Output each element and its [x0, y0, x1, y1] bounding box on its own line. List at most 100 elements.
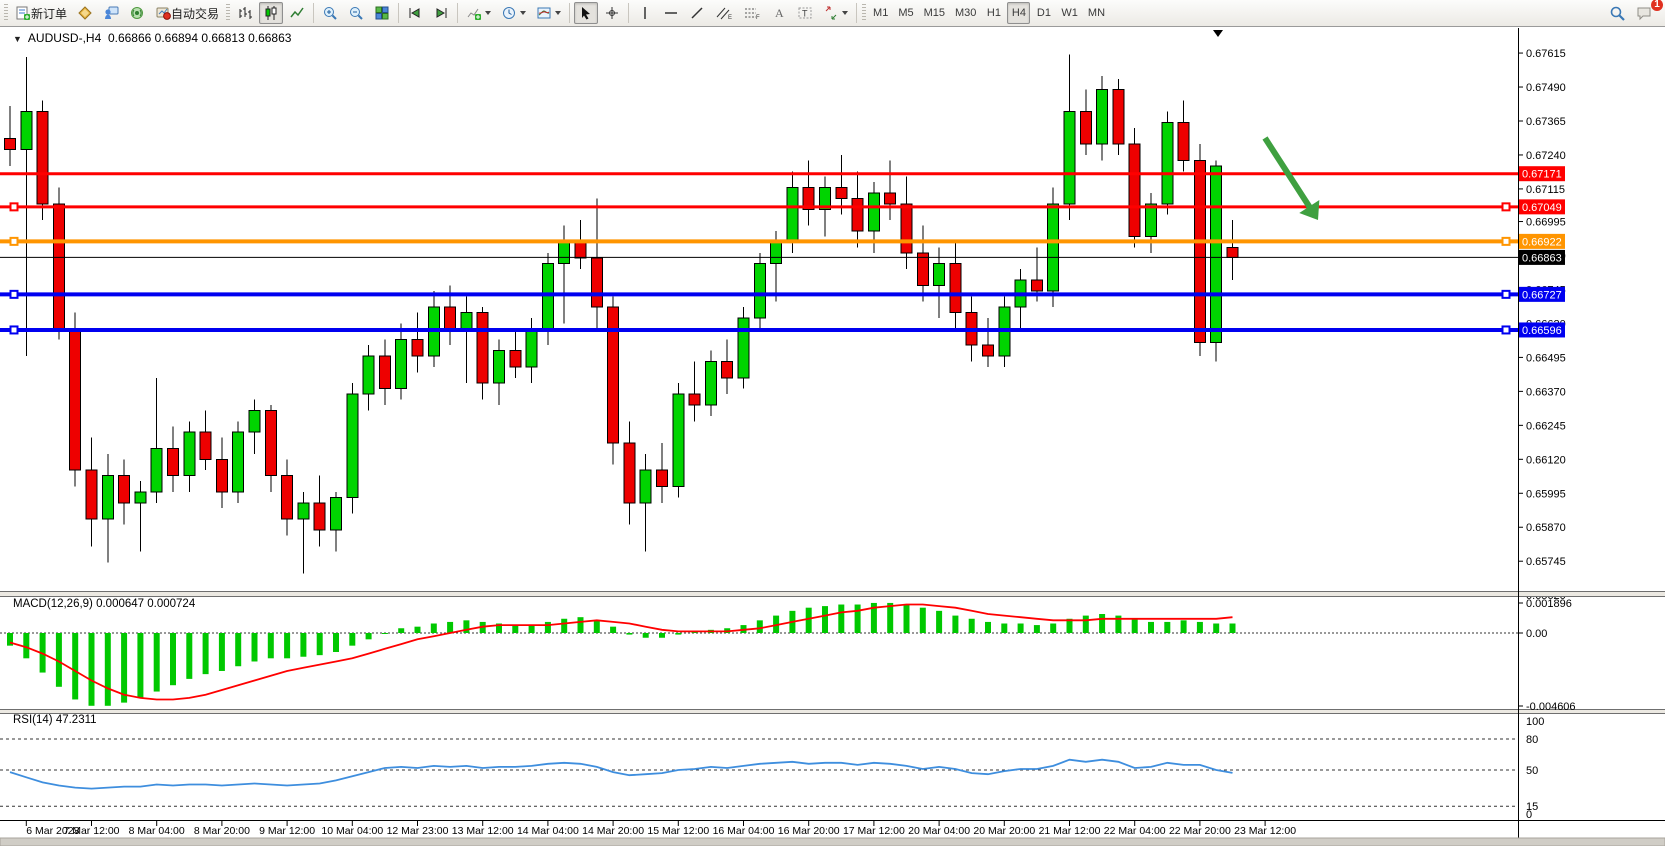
macd-histogram-bar: [675, 633, 682, 635]
toolbar-grip[interactable]: [862, 4, 867, 22]
bar-chart-icon: [239, 7, 253, 19]
line-handle[interactable]: [9, 289, 19, 299]
candle-body: [460, 312, 473, 330]
chart-bars-button[interactable]: [233, 2, 257, 24]
candle-body: [1112, 89, 1125, 145]
rsi-axis-label: 50: [1526, 765, 1538, 777]
toolbar-grip[interactable]: [226, 4, 231, 22]
zoom-out-button[interactable]: [344, 2, 368, 24]
trendline-button[interactable]: [685, 2, 709, 24]
line-handle[interactable]: [1501, 236, 1511, 246]
arrows-button[interactable]: [819, 2, 852, 24]
candle-body: [52, 203, 65, 330]
rsi-axis-label: 0: [1526, 809, 1532, 821]
timeframe-button-H1[interactable]: H1: [986, 7, 1001, 19]
current-price-badge: [1519, 249, 1565, 265]
candle-body: [444, 306, 457, 330]
chart-collapse-arrow[interactable]: ▼: [13, 34, 22, 44]
timeframe-button-M1[interactable]: M1: [873, 7, 889, 19]
svg-text:A: A: [775, 6, 784, 20]
macd-histogram-bar: [23, 633, 30, 659]
tile-windows-button[interactable]: [370, 2, 394, 24]
fibonacci-button[interactable]: F: [739, 2, 765, 24]
search-button[interactable]: [1605, 2, 1630, 24]
current-price-badge-label: 0.66863: [1522, 252, 1562, 264]
candle-body: [1226, 246, 1239, 258]
horizontal-line-button[interactable]: [659, 2, 683, 24]
timeframe-button-M5[interactable]: M5: [898, 7, 914, 19]
autotrading-button[interactable]: 自动交易: [151, 2, 223, 24]
dropdown-arrow-icon: [555, 11, 562, 15]
line-handle[interactable]: [9, 202, 19, 212]
pane-splitter[interactable]: [0, 591, 1665, 597]
new-order-label: 新订单: [31, 6, 68, 21]
macd-histogram-bar: [284, 633, 291, 659]
time-tick-label: 8 Mar 04:00: [129, 825, 185, 837]
macd-histogram-bar: [854, 604, 861, 633]
macd-indicator-label: MACD(12,26,9) 0.000647 0.000724: [13, 598, 196, 610]
line-handle[interactable]: [1501, 202, 1511, 212]
price-level-badge-label: 0.67049: [1522, 202, 1562, 214]
candle-body: [101, 475, 114, 520]
timeframe-button-D1[interactable]: D1: [1036, 7, 1051, 19]
timeframe-button-M15[interactable]: M15: [923, 7, 945, 19]
equidistant-channel-button[interactable]: E: [711, 2, 737, 24]
notification-badge: 1: [1651, 0, 1663, 11]
line-handle[interactable]: [9, 325, 19, 335]
macd-histogram-bar: [267, 633, 274, 659]
rsi-indicator-label: RSI(14) 47.2311: [13, 714, 97, 726]
timeframe-button-W1[interactable]: W1: [1061, 7, 1078, 19]
timeframe-button-M30[interactable]: M30: [955, 7, 977, 19]
periods-button[interactable]: [497, 2, 530, 24]
notifications-button[interactable]: 1: [1632, 0, 1663, 24]
autoscroll-button[interactable]: [403, 2, 427, 24]
vertical-line-button[interactable]: [633, 2, 657, 24]
annotation-arrow[interactable]: [1262, 136, 1316, 214]
chart-shift-marker[interactable]: [1213, 30, 1223, 37]
candle-body: [297, 502, 310, 520]
crosshair-button[interactable]: [600, 2, 624, 24]
line-handle[interactable]: [1501, 289, 1511, 299]
price-tick-label: 0.67490: [1526, 82, 1566, 94]
text-label-button[interactable]: T: [793, 2, 817, 24]
cursor-button[interactable]: [574, 2, 599, 24]
chart-candles-button[interactable]: [259, 2, 284, 24]
candle-body: [378, 355, 391, 390]
strategy-tester-button[interactable]: [99, 2, 123, 24]
candle-body: [1030, 279, 1043, 292]
timeframe-button-H4[interactable]: H4: [1007, 2, 1031, 24]
macd-histogram-bar: [365, 633, 372, 640]
macd-histogram-bar: [1229, 623, 1236, 633]
indicators-button[interactable]: [462, 2, 495, 24]
macd-histogram-bar: [756, 620, 763, 633]
zoom-in-button[interactable]: [318, 2, 342, 24]
templates-button[interactable]: [532, 2, 565, 24]
text-button[interactable]: A: [767, 2, 791, 24]
line-handle[interactable]: [1501, 325, 1511, 335]
annotation-arrow-head[interactable]: [1299, 200, 1320, 220]
pane-splitter[interactable]: [0, 709, 1665, 714]
candle-body: [118, 475, 131, 504]
macd-histogram-bar: [805, 607, 812, 633]
horizontal-lines: 0.67171 0.67049 0.66922 0.66727 0.66596: [0, 166, 1565, 338]
time-tick-label: 16 Mar 04:00: [713, 825, 775, 837]
horizontal-scrollbar[interactable]: [0, 837, 1665, 846]
timeframe-button-MN[interactable]: MN: [1087, 7, 1106, 19]
signals-button[interactable]: [125, 2, 149, 24]
candle-body: [1096, 89, 1109, 145]
new-order-icon: [16, 6, 30, 20]
time-tick-label: 15 Mar 12:00: [647, 825, 709, 837]
template-icon: [537, 7, 551, 19]
new-order-button[interactable]: 新订单: [11, 2, 71, 24]
price-tick-label: 0.65745: [1526, 556, 1566, 568]
macd-histogram-bar: [822, 606, 828, 633]
macd-histogram-bar: [1066, 618, 1073, 633]
metaeditor-button[interactable]: [73, 2, 97, 24]
toolbar-grip[interactable]: [4, 4, 8, 22]
chart-line-button[interactable]: [285, 2, 309, 24]
macd-histogram-bar: [1099, 614, 1106, 633]
line-handle[interactable]: [9, 236, 19, 246]
time-tick-label: 14 Mar 20:00: [582, 825, 644, 837]
macd-histogram-bar: [170, 633, 176, 686]
chart-shift-button[interactable]: [429, 2, 453, 24]
